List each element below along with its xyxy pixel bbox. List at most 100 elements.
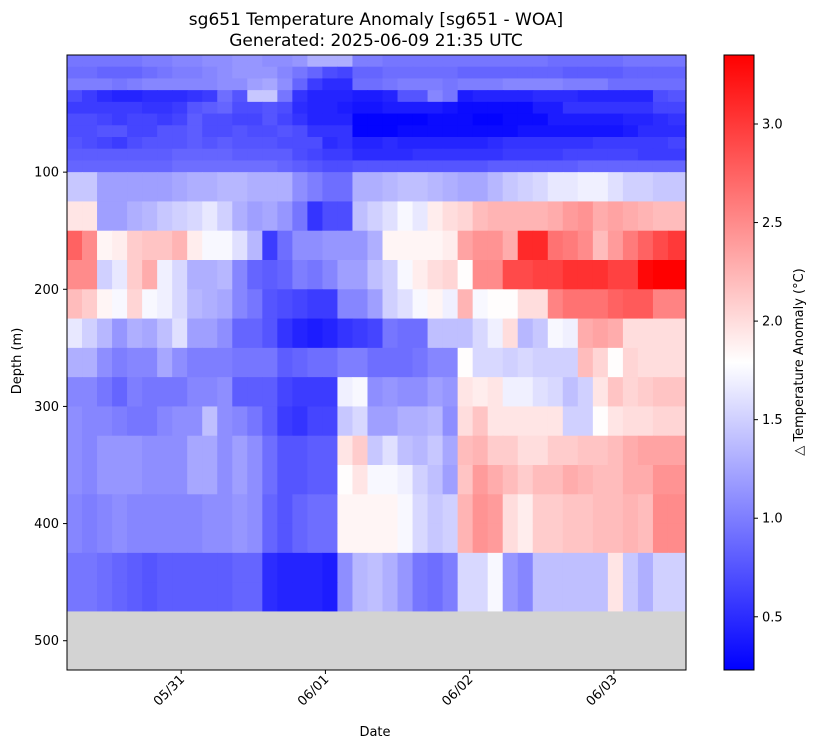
- heatmap-cell: [622, 90, 639, 103]
- heatmap-cell: [217, 377, 233, 408]
- heatmap-cell: [442, 582, 459, 613]
- heatmap-cell: [187, 60, 203, 68]
- heatmap-cell: [517, 377, 534, 408]
- heatmap-cell: [202, 260, 218, 290]
- heatmap-cell: [577, 523, 594, 554]
- heatmap-cell: [577, 66, 594, 80]
- heatmap-cell: [352, 289, 369, 320]
- heatmap-cell: [127, 60, 143, 68]
- heatmap-cell: [292, 465, 308, 495]
- heatmap-cell: [517, 406, 534, 437]
- heatmap-cell: [532, 78, 549, 91]
- heatmap-cell: [502, 66, 519, 80]
- heatmap-cell: [322, 137, 339, 150]
- heatmap-cell: [667, 260, 687, 290]
- heatmap-cell: [352, 465, 369, 495]
- heatmap-cell: [502, 435, 519, 466]
- heatmap-cell: [82, 435, 98, 466]
- heatmap-cell: [262, 113, 278, 126]
- heatmap-cell: [127, 406, 143, 437]
- heatmap-cell: [562, 377, 579, 408]
- heatmap-cell: [517, 201, 534, 232]
- heatmap-cell: [442, 137, 459, 150]
- heatmap-cell: [592, 435, 609, 466]
- heatmap-cell: [262, 101, 278, 115]
- heatmap-cell: [277, 289, 293, 320]
- heatmap-cell: [67, 289, 83, 320]
- heatmap-cell: [667, 55, 687, 62]
- heatmap-cell: [67, 377, 83, 408]
- heatmap-cell: [562, 55, 579, 62]
- heatmap-cell: [127, 160, 143, 173]
- heatmap-cell: [142, 377, 158, 408]
- heatmap-cell: [502, 160, 519, 173]
- heatmap-cell: [277, 377, 293, 408]
- heatmap-cell: [487, 435, 504, 466]
- heatmap-cell: [592, 230, 609, 261]
- heatmap-cell: [217, 66, 233, 80]
- heatmap-cell: [427, 55, 444, 62]
- heatmap-cell: [652, 113, 669, 126]
- heatmap-cell: [622, 101, 639, 115]
- heatmap-cell: [157, 582, 173, 613]
- heatmap-cell: [262, 523, 278, 554]
- heatmap-cell: [592, 125, 609, 138]
- heatmap-cell: [322, 347, 339, 378]
- heatmap-cell: [517, 172, 534, 203]
- heatmap-cell: [667, 201, 687, 232]
- heatmap-cell: [517, 582, 534, 613]
- heatmap-cell: [442, 494, 459, 525]
- heatmap-cell: [412, 230, 429, 261]
- heatmap-cell: [232, 113, 248, 126]
- heatmap-cell: [322, 318, 339, 349]
- heatmap-cell: [232, 435, 248, 466]
- heatmap-cell: [142, 172, 158, 203]
- heatmap-cell: [502, 90, 519, 103]
- heatmap-cell: [637, 582, 654, 613]
- heatmap-cell: [562, 260, 579, 290]
- heatmap-cell: [442, 66, 459, 80]
- chart-title: sg651 Temperature Anomaly [sg651 - WOA]: [189, 10, 563, 30]
- heatmap-cell: [427, 552, 444, 583]
- colorbar-tick-label: 2.0: [762, 315, 783, 330]
- heatmap-cell: [337, 582, 354, 613]
- heatmap-cell: [157, 465, 173, 495]
- x-tick-label: 06/02: [439, 672, 476, 709]
- heatmap-cell: [142, 230, 158, 261]
- heatmap-cell: [397, 201, 414, 232]
- heatmap-cell: [172, 347, 188, 378]
- heatmap-cell: [502, 377, 519, 408]
- heatmap-cell: [352, 55, 369, 62]
- heatmap-cell: [67, 55, 83, 62]
- heatmap-cell: [667, 90, 687, 103]
- heatmap-cell: [97, 66, 113, 80]
- heatmap-cell: [622, 435, 639, 466]
- heatmap-cell: [217, 465, 233, 495]
- heatmap-cell: [217, 90, 233, 103]
- heatmap-cell: [127, 582, 143, 613]
- heatmap-cell: [97, 347, 113, 378]
- heatmap-cell: [547, 523, 564, 554]
- heatmap-cell: [142, 201, 158, 232]
- y-tick-label: 400: [34, 517, 59, 532]
- heatmap-cell: [517, 260, 534, 290]
- heatmap-cell: [82, 201, 98, 232]
- heatmap-cell: [82, 148, 98, 162]
- heatmap-cell: [382, 137, 399, 150]
- y-tick-label: 100: [34, 166, 59, 181]
- heatmap-cell: [667, 172, 687, 203]
- heatmap-cell: [457, 60, 474, 68]
- heatmap-cell: [127, 137, 143, 150]
- heatmap-cell: [277, 230, 293, 261]
- heatmap-cell: [142, 137, 158, 150]
- heatmap-cell: [652, 523, 669, 554]
- heatmap-cell: [637, 90, 654, 103]
- heatmap-cell: [352, 377, 369, 408]
- heatmap-cell: [292, 552, 308, 583]
- heatmap-cell: [577, 78, 594, 91]
- heatmap-cell: [412, 494, 429, 525]
- heatmap-cell: [247, 172, 263, 203]
- heatmap-cell: [562, 113, 579, 126]
- heatmap-cell: [382, 523, 399, 554]
- heatmap-cell: [562, 289, 579, 320]
